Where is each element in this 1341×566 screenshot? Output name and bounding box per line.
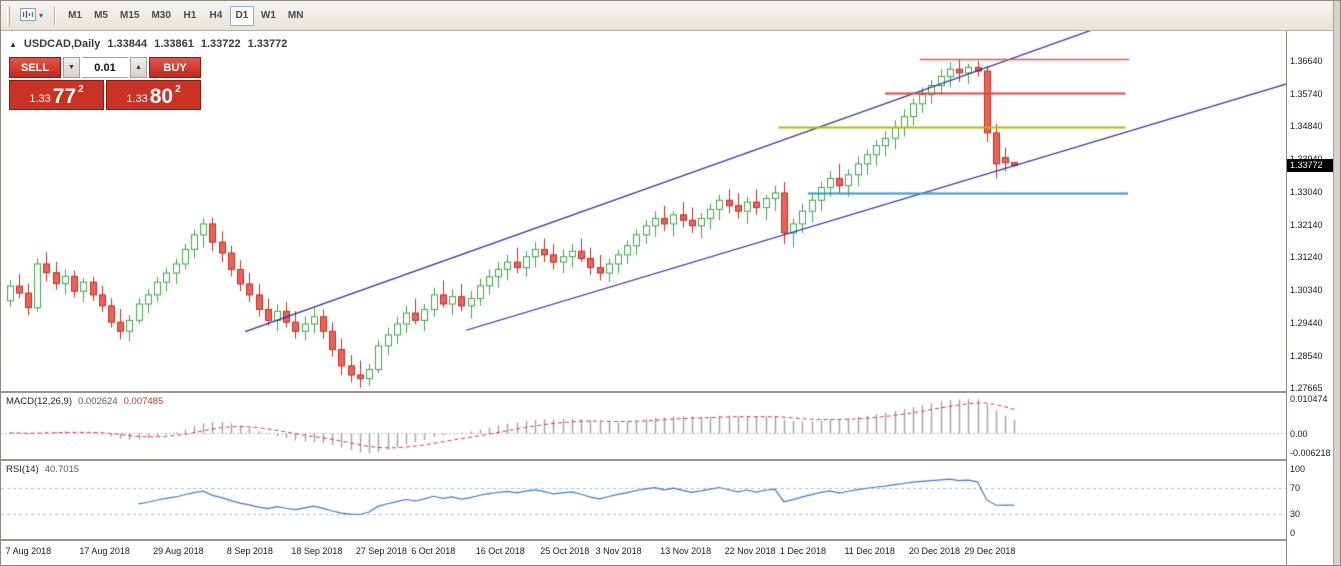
date-axis-label: 6 Oct 2018 bbox=[411, 546, 456, 556]
date-axis-label: 16 Oct 2018 bbox=[475, 546, 525, 556]
date-axis-label: 1 Dec 2018 bbox=[779, 546, 826, 556]
ohlc-low: 1.33722 bbox=[200, 38, 241, 50]
symbol-name: USDCAD,Daily bbox=[23, 38, 101, 50]
symbol-marker-icon: ▲ bbox=[9, 40, 17, 49]
macd-axis-label: 0.00 bbox=[1290, 428, 1308, 439]
price-axis-label: 1.35740 bbox=[1290, 88, 1323, 99]
rsi-axis-label: 30 bbox=[1290, 508, 1301, 519]
date-axis-label: 18 Sep 2018 bbox=[291, 546, 343, 556]
timeframe-button-m1[interactable]: M1 bbox=[63, 6, 87, 26]
date-axis[interactable]: 7 Aug 2018 17 Aug 2018 29 Aug 2018 8 Sep 20… bbox=[1, 541, 1286, 565]
macd-axis-label: -0.006218 bbox=[1290, 448, 1331, 458]
price-axis-label: 1.36640 bbox=[1290, 55, 1323, 66]
buy-price-big: 80 bbox=[149, 85, 174, 109]
current-price-tag: 1.33772 bbox=[1287, 158, 1333, 172]
date-axis-label: 3 Nov 2018 bbox=[595, 546, 642, 556]
rsi-value: 40.7015 bbox=[44, 464, 80, 475]
date-axis-label: 13 Nov 2018 bbox=[660, 546, 712, 556]
timeframe-button-m15[interactable]: M15 bbox=[115, 6, 144, 26]
toolbar-separator bbox=[54, 5, 57, 26]
toolbar-drag-handle[interactable] bbox=[7, 5, 10, 26]
timeframe-button-w1[interactable]: W1 bbox=[256, 6, 281, 26]
date-axis-label: 8 Sep 2018 bbox=[226, 546, 273, 556]
date-axis-label: 7 Aug 2018 bbox=[5, 546, 52, 556]
timeframe-button-m30[interactable]: M30 bbox=[146, 6, 175, 26]
macd-main-value: 0.002624 bbox=[78, 396, 118, 407]
macd-label: MACD(12,26,9) 0.002624 0.007485 bbox=[6, 396, 163, 407]
ohlc-open: 1.33844 bbox=[107, 38, 148, 50]
sell-price-big: 77 bbox=[52, 85, 77, 109]
date-axis-label: 25 Oct 2018 bbox=[540, 546, 590, 556]
main-chart-canvas[interactable] bbox=[1, 31, 1286, 391]
buy-price-sup: 2 bbox=[175, 84, 181, 95]
macd-signal-value: 0.007485 bbox=[123, 396, 164, 407]
date-axis-label: 29 Dec 2018 bbox=[964, 546, 1016, 556]
timeframe-button-mn[interactable]: MN bbox=[283, 6, 309, 26]
chevron-down-icon: ▾ bbox=[39, 10, 44, 20]
date-axis-label: 17 Aug 2018 bbox=[79, 546, 130, 556]
timeframe-button-h1[interactable]: H1 bbox=[178, 6, 202, 26]
chart-symbol-label: ▲ USDCAD,Daily 1.33844 1.33861 1.33722 1… bbox=[9, 38, 287, 50]
price-axis-label: 1.32140 bbox=[1290, 219, 1323, 230]
sell-button[interactable]: SELL bbox=[9, 57, 61, 78]
buy-price[interactable]: 1.33 80 2 bbox=[106, 80, 201, 110]
price-axis[interactable]: 1.33772 1.36640 1.35740 1.34840 1.33940 1.33… bbox=[1286, 31, 1333, 565]
sell-price-prefix: 1.33 bbox=[29, 92, 51, 105]
rsi-indicator-canvas[interactable] bbox=[1, 461, 1286, 539]
date-axis-label: 29 Aug 2018 bbox=[153, 546, 204, 556]
price-axis-label: 1.31240 bbox=[1290, 252, 1323, 263]
chart-area: ▲ USDCAD,Daily 1.33844 1.33861 1.33722 1… bbox=[1, 31, 1333, 565]
window-right-edge bbox=[1333, 1, 1340, 565]
chart-window-icon bbox=[20, 7, 36, 24]
ohlc-high: 1.33861 bbox=[154, 38, 194, 50]
toolbar: ▾ M1 M5 M15 M30 H1 H4 D1 W1 MN bbox=[1, 1, 1333, 31]
buy-button[interactable]: BUY bbox=[149, 57, 201, 78]
rsi-label: RSI(14) 40.7015 bbox=[6, 464, 79, 475]
price-axis-label: 1.34840 bbox=[1290, 121, 1323, 132]
rsi-axis-label: 70 bbox=[1290, 483, 1301, 494]
one-click-trading-panel: SELL ▼ 0.01 ▲ BUY 1.33 77 2 1.33 80 2 bbox=[9, 57, 201, 110]
rsi-name: RSI(14) bbox=[6, 464, 39, 475]
price-axis-label: 1.28540 bbox=[1290, 350, 1323, 361]
volume-decrease-button[interactable]: ▼ bbox=[63, 57, 80, 78]
volume-increase-button[interactable]: ▲ bbox=[130, 57, 147, 78]
price-axis-label: 1.29440 bbox=[1290, 317, 1323, 328]
date-axis-label: 27 Sep 2018 bbox=[355, 546, 407, 556]
timeframe-button-h4[interactable]: H4 bbox=[204, 6, 228, 26]
rsi-axis-label: 0 bbox=[1290, 528, 1296, 538]
timeframe-button-d1[interactable]: D1 bbox=[229, 5, 254, 26]
sell-price[interactable]: 1.33 77 2 bbox=[9, 80, 104, 110]
macd-axis-label: 0.010474 bbox=[1290, 394, 1328, 404]
timeframe-toolbar: M1 M5 M15 M30 H1 H4 D1 W1 MN bbox=[62, 5, 309, 26]
timeframe-button-m5[interactable]: M5 bbox=[89, 6, 113, 26]
date-axis-label: 22 Nov 2018 bbox=[724, 546, 776, 556]
price-axis-label: 1.27665 bbox=[1290, 382, 1323, 393]
date-axis-label: 11 Dec 2018 bbox=[844, 546, 895, 556]
price-axis-label: 1.33940 bbox=[1290, 154, 1323, 165]
pane-separator[interactable] bbox=[1, 539, 1333, 541]
macd-name: MACD(12,26,9) bbox=[6, 396, 72, 407]
sell-price-sup: 2 bbox=[78, 84, 84, 95]
charts-arrange-button[interactable]: ▾ bbox=[15, 5, 48, 27]
price-axis-label: 1.30340 bbox=[1290, 285, 1323, 296]
pane-separator[interactable] bbox=[1, 459, 1333, 461]
macd-indicator-canvas[interactable] bbox=[1, 393, 1286, 459]
date-axis-label: 20 Dec 2018 bbox=[908, 546, 961, 556]
rsi-axis-label: 100 bbox=[1290, 464, 1306, 474]
ohlc-close: 1.33772 bbox=[247, 38, 288, 50]
buy-price-prefix: 1.33 bbox=[126, 92, 148, 105]
volume-input[interactable]: 0.01 bbox=[82, 57, 128, 78]
pane-separator[interactable] bbox=[1, 391, 1333, 393]
price-axis-label: 1.33040 bbox=[1290, 186, 1323, 197]
